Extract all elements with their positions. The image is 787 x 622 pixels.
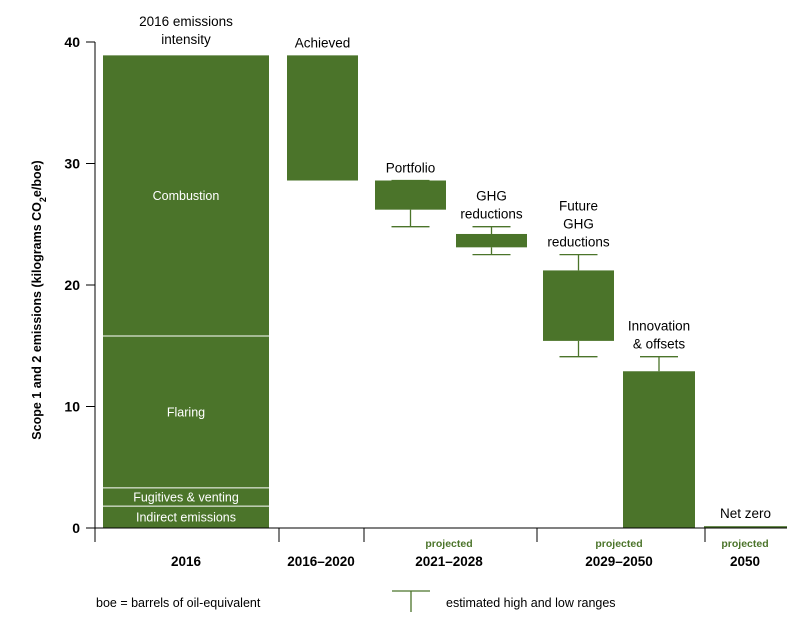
step-range-high-3 bbox=[559, 253, 598, 271]
stacked-segment-label-2: Flaring bbox=[167, 405, 205, 419]
stacked-segment-3 bbox=[103, 55, 269, 337]
step-label-3-2: reductions bbox=[547, 235, 610, 250]
stacked-segment-label-1: Fugitives & venting bbox=[133, 491, 239, 505]
step-bar-0 bbox=[287, 55, 358, 181]
stacked-segment-label-0: Indirect emissions bbox=[136, 511, 236, 525]
x-category-label-1: 2016–2020 bbox=[287, 554, 355, 569]
step-bar-5 bbox=[704, 526, 787, 528]
step-bar-2 bbox=[456, 233, 527, 248]
y-tick-label-2: 20 bbox=[64, 277, 80, 293]
legend-range-icon bbox=[392, 590, 430, 612]
step-bar-3 bbox=[543, 270, 614, 341]
x-category-projected-4: projected bbox=[721, 538, 768, 550]
step-label-4-0: Innovation bbox=[628, 319, 690, 334]
step-range-high-2 bbox=[472, 226, 511, 234]
x-category-projected-3: projected bbox=[595, 538, 642, 550]
x-category-label-3: 2029–2050 bbox=[585, 554, 653, 569]
step-range-low-3 bbox=[559, 340, 598, 358]
step-range-high-4 bbox=[640, 356, 678, 372]
x-category-label-4: 2050 bbox=[730, 554, 760, 569]
stacked-title-line-1: intensity bbox=[161, 32, 211, 47]
step-bar-4 bbox=[623, 371, 695, 528]
y-tick-label-4: 40 bbox=[64, 34, 80, 50]
step-range-low-2 bbox=[472, 247, 511, 256]
y-tick-label-3: 30 bbox=[64, 156, 80, 172]
stacked-title-line-0: 2016 emissions bbox=[139, 14, 233, 29]
legend: estimated high and low ranges bbox=[392, 590, 616, 612]
stacked-segment-2 bbox=[103, 336, 269, 488]
x-category-label-2: 2021–2028 bbox=[415, 554, 483, 569]
legend-label: estimated high and low ranges bbox=[446, 596, 616, 610]
step-label-2-1: reductions bbox=[460, 207, 523, 222]
step-bar-1 bbox=[375, 180, 446, 210]
bars-layer bbox=[103, 55, 787, 528]
footnote: boe = barrels of oil-equivalent bbox=[96, 596, 261, 610]
step-label-1-0: Portfolio bbox=[386, 161, 436, 176]
y-tick-label-0: 0 bbox=[72, 520, 80, 536]
step-label-0-0: Achieved bbox=[295, 35, 351, 50]
axes-layer: 0 10 20 30 40 2016 2016–2020 2021–2028 projected… bbox=[64, 34, 787, 569]
ranges-layer bbox=[391, 179, 678, 372]
step-range-low-1 bbox=[391, 209, 430, 228]
step-label-5-0: Net zero bbox=[720, 506, 771, 521]
step-label-2-0: GHG bbox=[476, 189, 507, 204]
step-label-3-0: Future bbox=[559, 199, 598, 214]
step-label-3-1: GHG bbox=[563, 217, 594, 232]
x-category-label-0: 2016 bbox=[171, 554, 202, 569]
stacked-segment-label-3: Combustion bbox=[153, 189, 220, 203]
y-axis-label: Scope 1 and 2 emissions (kilograms CO2e/… bbox=[30, 160, 48, 439]
step-label-4-1: & offsets bbox=[633, 337, 686, 352]
x-category-projected-2: projected bbox=[425, 538, 472, 550]
stacked-segment-0 bbox=[103, 506, 269, 528]
labels-layer: Indirect emissions Fugitives & venting Fla… bbox=[133, 14, 771, 525]
stacked-segment-1 bbox=[103, 487, 269, 507]
y-tick-label-1: 10 bbox=[64, 399, 80, 415]
